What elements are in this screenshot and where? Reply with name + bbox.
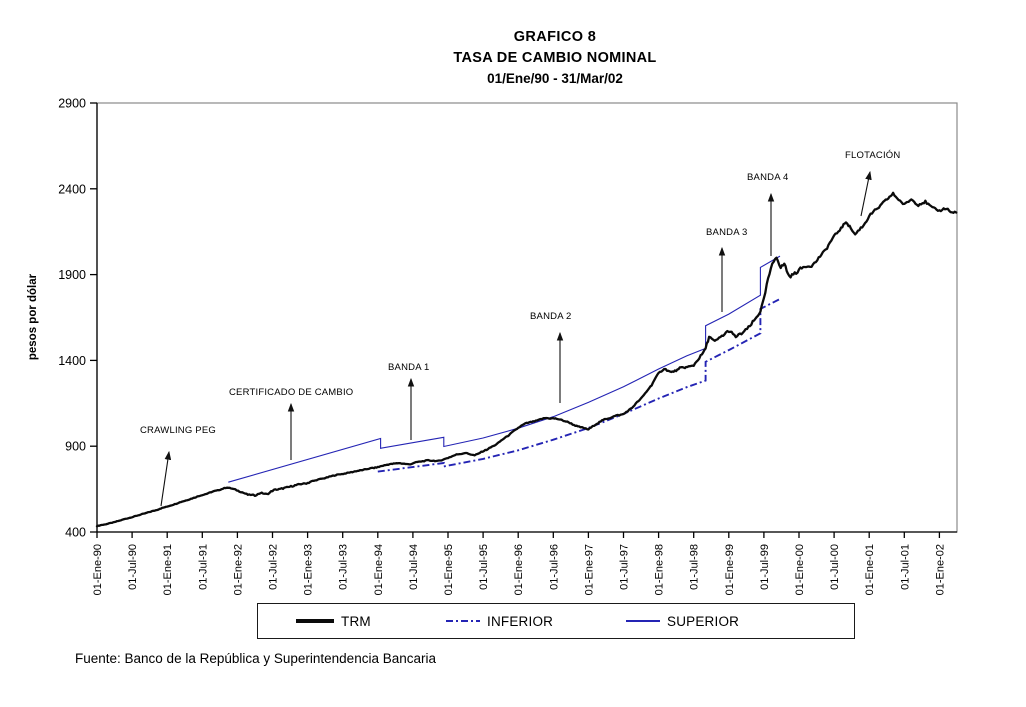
x-tick-label: 01-Ene-91 — [162, 544, 174, 595]
superior-line-sample — [626, 620, 660, 622]
annotation-arrow — [860, 170, 872, 217]
annotation-label: CRAWLING PEG — [140, 425, 216, 436]
x-tick-label: 01-Ene-01 — [864, 544, 876, 595]
legend-label-inferior: INFERIOR — [487, 613, 554, 629]
x-tick-label: 01-Jul-91 — [197, 544, 209, 590]
x-tick-label: 01-Ene-97 — [583, 544, 595, 595]
x-tick-label: 01-Jul-99 — [759, 544, 771, 590]
legend-item-trm: TRM — [296, 604, 371, 638]
x-tick-label: 01-Jul-90 — [127, 544, 139, 590]
x-tick-label: 01-Jul-94 — [408, 544, 420, 590]
y-tick-label: 400 — [65, 526, 86, 540]
x-tick-label: 01-Ene-95 — [443, 544, 455, 595]
annotation-label: CERTIFICADO DE CAMBIO — [229, 387, 353, 398]
x-tick-label: 01-Ene-92 — [232, 544, 244, 595]
x-tick-label: 01-Jul-95 — [478, 544, 490, 590]
x-tick-label: 01-Jul-98 — [689, 544, 701, 590]
chart-title-line1: GRAFICO 8 — [513, 29, 597, 45]
x-tick-label: 01-Ene-96 — [513, 544, 525, 595]
y-tick-label: 1900 — [58, 268, 86, 282]
annotation-label: BANDA 1 — [388, 362, 430, 373]
y-tick-label: 2900 — [58, 97, 86, 111]
y-tick-label: 2400 — [58, 182, 86, 196]
x-tick-label: 01-Ene-02 — [934, 544, 946, 595]
x-tick-label: 01-Jul-92 — [268, 544, 280, 590]
annotation-label: BANDA 3 — [706, 227, 748, 238]
superior-band-line — [228, 255, 781, 483]
x-tick-label: 01-Ene-98 — [654, 544, 666, 595]
x-tick-label: 01-Jul-97 — [619, 544, 631, 590]
inferior-line-sample — [446, 619, 480, 623]
y-tick-label: 900 — [65, 440, 86, 454]
legend-label-trm: TRM — [341, 613, 371, 629]
x-tick-label: 01-Jul-93 — [338, 544, 350, 590]
annotation-label: BANDA 4 — [747, 172, 789, 183]
x-tick-label: 01-Jul-96 — [548, 544, 560, 590]
annotation-label: FLOTACIÓN — [845, 150, 900, 161]
x-tick-label: 01-Jul-00 — [829, 544, 841, 590]
trm-line — [95, 191, 958, 528]
chart-title-block: GRAFICO 8 TASA DE CAMBIO NOMINAL 01/Ene/… — [95, 30, 1015, 86]
trm-line-sample — [296, 619, 334, 623]
x-tick-label: 01-Ene-99 — [724, 544, 736, 595]
legend-item-inferior: INFERIOR — [446, 604, 553, 638]
y-tick-label: 1400 — [58, 354, 86, 368]
inferior-band-line — [377, 298, 781, 473]
x-tick-label: 01-Ene-00 — [794, 544, 806, 595]
legend-label-superior: SUPERIOR — [667, 613, 740, 629]
source-text: Fuente: Banco de la República y Superint… — [75, 651, 436, 666]
chart-title-line2: TASA DE CAMBIO NOMINAL — [453, 49, 657, 66]
legend-item-superior: SUPERIOR — [626, 604, 739, 638]
annotation-arrow — [160, 450, 172, 507]
x-tick-label: 01-Ene-93 — [303, 544, 315, 595]
legend-box: TRM INFERIOR SUPERIOR — [257, 603, 855, 639]
x-tick-label: 01-Ene-90 — [92, 544, 104, 595]
x-tick-label: 01-Jul-01 — [899, 544, 911, 590]
annotation-label: BANDA 2 — [530, 311, 572, 322]
chart-title-line3: 01/Ene/90 - 31/Mar/02 — [487, 71, 623, 86]
x-tick-label: 01-Ene-94 — [373, 544, 385, 595]
plot-frame — [96, 102, 958, 533]
